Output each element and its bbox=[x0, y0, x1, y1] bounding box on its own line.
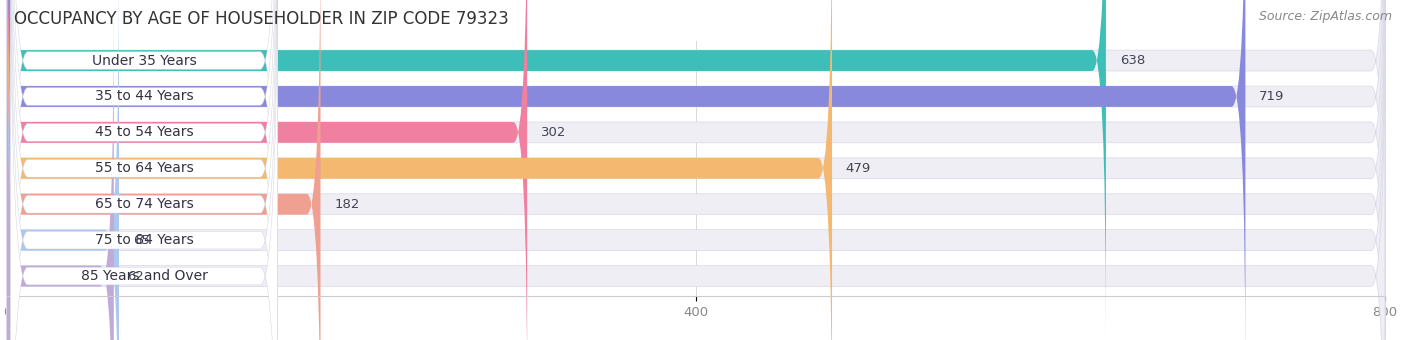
Text: 65: 65 bbox=[132, 234, 149, 246]
Text: 302: 302 bbox=[541, 126, 567, 139]
Text: 479: 479 bbox=[846, 162, 872, 175]
Text: 85 Years and Over: 85 Years and Over bbox=[80, 269, 208, 283]
Text: 65 to 74 Years: 65 to 74 Years bbox=[94, 197, 194, 211]
Text: OCCUPANCY BY AGE OF HOUSEHOLDER IN ZIP CODE 79323: OCCUPANCY BY AGE OF HOUSEHOLDER IN ZIP C… bbox=[14, 10, 509, 28]
FancyBboxPatch shape bbox=[7, 0, 1385, 338]
FancyBboxPatch shape bbox=[10, 0, 277, 340]
FancyBboxPatch shape bbox=[7, 0, 1107, 338]
Text: Source: ZipAtlas.com: Source: ZipAtlas.com bbox=[1258, 10, 1392, 23]
FancyBboxPatch shape bbox=[7, 0, 832, 340]
FancyBboxPatch shape bbox=[7, 0, 1385, 340]
Text: 75 to 84 Years: 75 to 84 Years bbox=[94, 233, 194, 247]
FancyBboxPatch shape bbox=[7, 0, 1385, 340]
FancyBboxPatch shape bbox=[7, 0, 1385, 340]
FancyBboxPatch shape bbox=[7, 0, 120, 340]
Text: Under 35 Years: Under 35 Years bbox=[91, 54, 197, 68]
Text: 182: 182 bbox=[335, 198, 360, 211]
Text: 719: 719 bbox=[1260, 90, 1285, 103]
FancyBboxPatch shape bbox=[10, 0, 277, 340]
Text: 62: 62 bbox=[128, 270, 145, 283]
FancyBboxPatch shape bbox=[7, 0, 114, 340]
FancyBboxPatch shape bbox=[7, 0, 321, 340]
FancyBboxPatch shape bbox=[10, 0, 277, 340]
Text: 55 to 64 Years: 55 to 64 Years bbox=[94, 161, 194, 175]
FancyBboxPatch shape bbox=[7, 0, 1246, 340]
FancyBboxPatch shape bbox=[7, 0, 1385, 340]
Text: 45 to 54 Years: 45 to 54 Years bbox=[94, 125, 193, 139]
FancyBboxPatch shape bbox=[7, 0, 527, 340]
FancyBboxPatch shape bbox=[10, 0, 277, 340]
FancyBboxPatch shape bbox=[10, 0, 277, 340]
FancyBboxPatch shape bbox=[7, 0, 1385, 340]
Text: 638: 638 bbox=[1119, 54, 1144, 67]
FancyBboxPatch shape bbox=[10, 0, 277, 340]
FancyBboxPatch shape bbox=[7, 0, 1385, 340]
Text: 35 to 44 Years: 35 to 44 Years bbox=[94, 89, 193, 103]
FancyBboxPatch shape bbox=[10, 0, 277, 340]
